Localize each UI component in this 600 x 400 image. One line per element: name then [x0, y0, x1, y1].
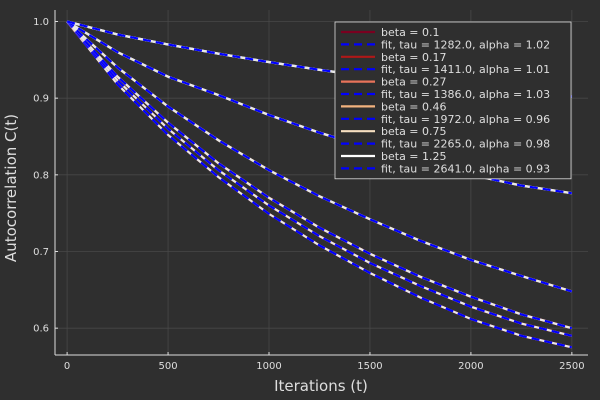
fit-line-5	[66, 20, 573, 330]
legend-label-8: beta = 0.75	[381, 125, 447, 138]
x-tick-label-1: 500	[159, 361, 178, 372]
y-tick-label-0: 0.6	[33, 324, 49, 335]
y-tick-label-1: 0.7	[33, 247, 49, 258]
fit-line-7	[66, 20, 573, 293]
y-tick-label-2: 0.8	[33, 170, 49, 181]
fit-line-dash-9	[66, 20, 572, 195]
fit-line-dash-5	[66, 20, 573, 330]
legend-label-6: beta = 0.46	[381, 100, 447, 113]
legend-label-1: fit, tau = 1282.0, alpha = 1.02	[381, 38, 550, 51]
y-tick-label-4: 1.0	[33, 17, 49, 28]
legend-label-5: fit, tau = 1386.0, alpha = 1.03	[381, 88, 550, 101]
y-axis-label: Autocorrelation C(t)	[2, 114, 20, 262]
x-tick-label-3: 1500	[357, 361, 382, 372]
y-tick-label-3: 0.9	[33, 94, 49, 105]
x-tick-label-2: 1000	[256, 361, 281, 372]
legend-label-2: beta = 0.17	[381, 51, 447, 64]
tick-labels: 0 500 1000 1500 2000 2500 0.6 0.7 0.8 0.9 1.0	[33, 17, 584, 372]
x-tick-label-4: 2000	[458, 361, 483, 372]
x-tick-label-5: 2500	[559, 361, 584, 372]
axes	[54, 10, 588, 356]
legend-label-4: beta = 0.27	[381, 76, 447, 89]
legend-label-11: fit, tau = 2641.0, alpha = 0.93	[381, 162, 550, 175]
legend-label-10: beta = 1.25	[381, 150, 447, 163]
x-axis-label: Iterations (t)	[274, 377, 368, 395]
legend-label-0: beta = 0.1	[381, 26, 440, 39]
legend-label-9: fit, tau = 2265.0, alpha = 0.98	[381, 138, 550, 151]
x-tick-label-0: 0	[64, 361, 70, 372]
fit-line-dash-1	[66, 20, 573, 349]
legend-label-3: fit, tau = 1411.0, alpha = 1.01	[381, 63, 550, 76]
fit-line-3	[66, 20, 573, 337]
legend-label-7: fit, tau = 1972.0, alpha = 0.96	[381, 113, 550, 126]
fit-line-dash-7	[66, 20, 573, 293]
fit-line-1	[66, 20, 573, 349]
fit-line-dash-3	[66, 20, 573, 337]
legend-box	[334, 21, 572, 180]
